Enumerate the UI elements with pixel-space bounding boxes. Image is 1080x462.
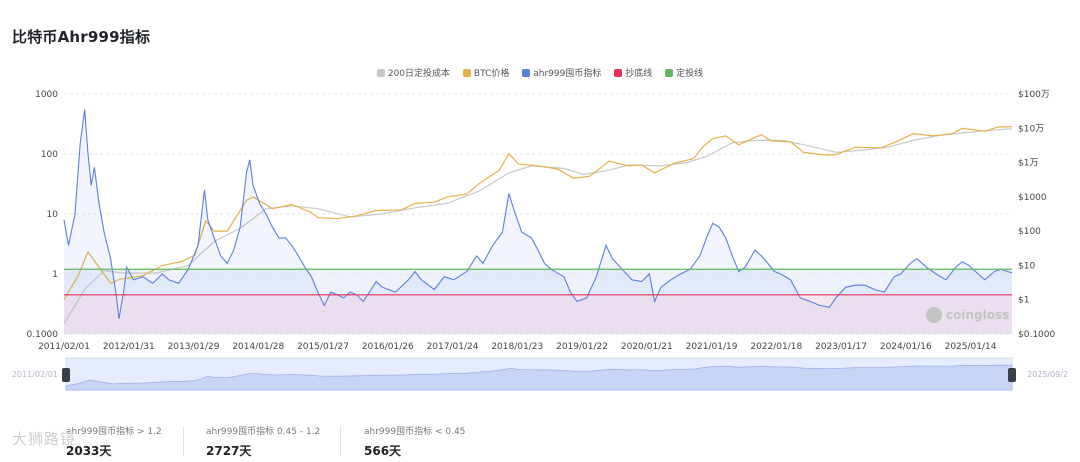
- navigator-right-handle[interactable]: [1008, 368, 1016, 382]
- y-right-tick-label: $1万: [1018, 159, 1038, 169]
- y-left-tick-label: 1000: [35, 90, 58, 100]
- y-right-tick-label: $1: [1018, 296, 1029, 306]
- legend-label: 定投线: [676, 69, 704, 79]
- stats-panel: ahr999囤币指标 > 1.2 2033天 ahr999囤币指标 0.45 -…: [0, 424, 700, 462]
- x-tick-label: 2015/01/27: [297, 342, 349, 352]
- legend-label: ahr999囤币指标: [533, 69, 602, 79]
- stat-label: ahr999囤币指标 > 1.2: [66, 427, 162, 437]
- coingloss-logo-text: coingloss: [946, 308, 1009, 322]
- navigator-series-area: [65, 364, 1013, 391]
- legend-label: 抄底线: [625, 69, 653, 79]
- x-tick-label: 2013/01/29: [168, 342, 220, 352]
- corner-watermark: 大狮路镜: [12, 430, 77, 448]
- x-tick-label: 2016/01/26: [362, 342, 414, 352]
- x-tick-label: 2019/01/22: [556, 342, 608, 352]
- stat-divider: [340, 426, 341, 456]
- legend-swatch: [376, 68, 385, 77]
- y-left-tick-label: 1: [52, 270, 58, 280]
- legend-item-dca-line[interactable]: 定投线: [665, 66, 703, 79]
- coingloss-logo: coingloss: [926, 307, 1009, 323]
- y-right-tick-label: $100万: [1018, 90, 1050, 100]
- range-navigator[interactable]: 2011/02/01 2025/09/2: [0, 352, 1080, 398]
- stat-label: ahr999囤币指标 0.45 - 1.2: [206, 427, 321, 437]
- navigator-left-handle[interactable]: [62, 368, 70, 382]
- y-left-tick-label: 0.1000: [27, 330, 59, 340]
- legend-swatch: [462, 68, 471, 77]
- x-tick-label: 2022/01/18: [750, 342, 802, 352]
- legend-swatch: [522, 68, 531, 77]
- btc-price-line: [63, 126, 1013, 301]
- x-tick-label: 2017/01/24: [427, 342, 479, 352]
- stat-divider: [183, 426, 184, 456]
- y-left-tick-label: 10: [47, 210, 59, 220]
- x-tick-label: 2021/01/19: [686, 342, 738, 352]
- below-bottom-band: [64, 294, 1012, 334]
- ahr999-area: [64, 109, 1012, 334]
- x-tick-label: 2018/01/23: [491, 342, 543, 352]
- stat-between: ahr999囤币指标 0.45 - 1.2 2727天: [206, 424, 320, 459]
- x-tick-label: 2023/01/17: [815, 342, 867, 352]
- legend-swatch: [665, 68, 674, 77]
- x-tick-label: 2024/01/16: [880, 342, 932, 352]
- legend-item-ahr999[interactable]: ahr999囤币指标: [522, 66, 601, 79]
- x-tick-label: 2020/01/21: [621, 342, 673, 352]
- y-right-tick-label: $100: [1018, 227, 1041, 237]
- y-left-tick-label: 100: [41, 150, 58, 160]
- legend-swatch: [614, 68, 623, 77]
- stat-value: 2033天: [66, 444, 112, 458]
- stat-value: 566天: [364, 444, 402, 458]
- legend-item-bottom-line[interactable]: 抄底线: [614, 66, 652, 79]
- page-title: 比特币Ahr999指标: [12, 28, 151, 46]
- stat-below-bottom: ahr999囤币指标 < 0.45 566天: [364, 424, 465, 459]
- x-tick-label: 2025/01/14: [945, 342, 997, 352]
- navigator-start-label: 2011/02/01: [12, 370, 58, 379]
- stat-label: ahr999囤币指标 < 0.45: [364, 427, 466, 437]
- legend-item-btc-price[interactable]: BTC价格: [462, 66, 510, 79]
- stat-value: 2727天: [206, 444, 252, 458]
- dca-cost-line: [63, 128, 1013, 325]
- y-right-tick-label: $0.1000: [1018, 330, 1055, 340]
- chart-legend: 200日定投成本 BTC价格 ahr999囤币指标 抄底线 定投线: [0, 66, 1080, 80]
- legend-label: 200日定投成本: [387, 69, 451, 79]
- x-tick-label: 2011/02/01: [38, 342, 90, 352]
- navigator-end-label: 2025/09/2: [1027, 370, 1068, 379]
- legend-item-dca-cost[interactable]: 200日定投成本: [376, 66, 451, 79]
- coingloss-logo-icon: [926, 307, 942, 323]
- x-tick-label: 2012/01/31: [103, 342, 155, 352]
- stat-above-dca: ahr999囤币指标 > 1.2 2033天: [66, 424, 162, 459]
- y-right-tick-label: $1000: [1018, 193, 1047, 203]
- y-right-tick-label: $10: [1018, 261, 1035, 271]
- ahr999-line: [63, 109, 1013, 319]
- y-right-tick-label: $10万: [1018, 124, 1044, 134]
- ahr999-chart[interactable]: 1000 100 10 1 0.1000 $100万 $10万 $1万 $1000 $100 $10…: [0, 84, 1080, 352]
- x-tick-label: 2014/01/28: [232, 342, 284, 352]
- legend-label: BTC价格: [473, 69, 510, 79]
